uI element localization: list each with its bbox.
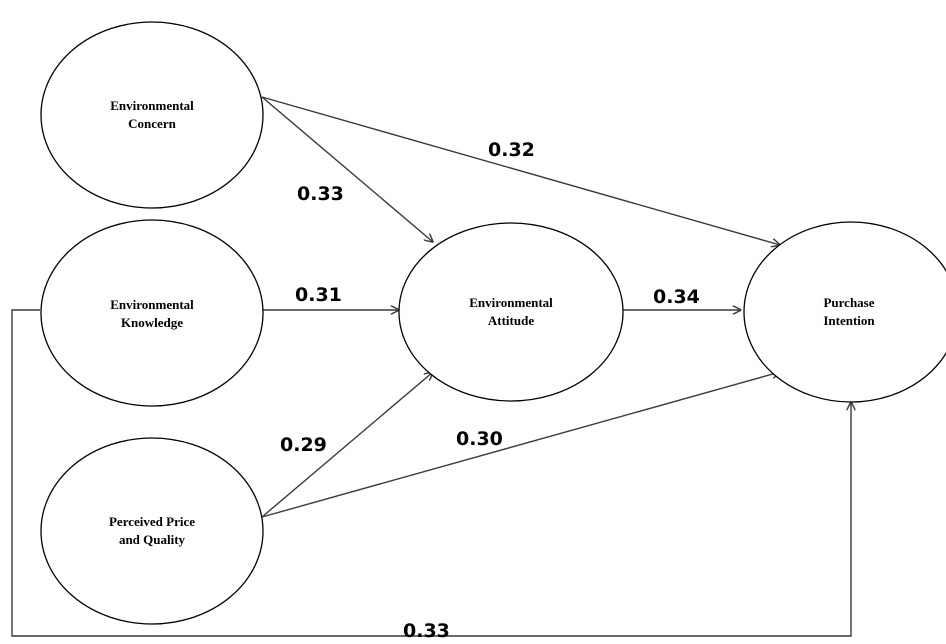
node-label-line1: Purchase — [823, 295, 874, 310]
node-label-line1: Environmental — [110, 98, 194, 113]
node-perceived-price-quality: Perceived Price and Quality — [40, 437, 264, 625]
coef-concern-to-intention: 0.32 — [488, 139, 535, 161]
edge-concern-to-attitude — [261, 96, 433, 242]
node-environmental-knowledge: Environmental Knowledge — [40, 219, 264, 407]
node-label-line2: Concern — [128, 116, 176, 131]
coef-knowledge-to-attitude: 0.31 — [295, 284, 342, 306]
coef-price-to-intention: 0.30 — [456, 428, 503, 450]
node-purchase-intention: Purchase Intention — [743, 221, 946, 403]
coef-concern-to-attitude: 0.33 — [297, 183, 344, 205]
edge-price-to-attitude — [261, 372, 433, 518]
node-label-line2: and Quality — [119, 532, 186, 547]
edge-knowledge-to-intention — [11, 309, 851, 637]
node-label-line1: Perceived Price — [109, 514, 195, 529]
node-environmental-attitude: Environmental Attitude — [398, 222, 624, 402]
node-label-line1: Environmental — [110, 297, 194, 312]
node-environmental-concern: Environmental Concern — [40, 21, 264, 209]
edge-price-to-intention — [261, 372, 780, 518]
edge-concern-to-intention — [261, 96, 780, 245]
coef-knowledge-to-intention: 0.33 — [403, 620, 450, 642]
node-label-line2: Knowledge — [121, 315, 183, 330]
node-label-line1: Environmental — [469, 295, 553, 310]
node-label-line2: Attitude — [488, 313, 534, 328]
coef-attitude-to-intention: 0.34 — [653, 286, 700, 308]
node-label-line2: Intention — [823, 313, 875, 328]
coef-price-to-attitude: 0.29 — [280, 434, 327, 456]
